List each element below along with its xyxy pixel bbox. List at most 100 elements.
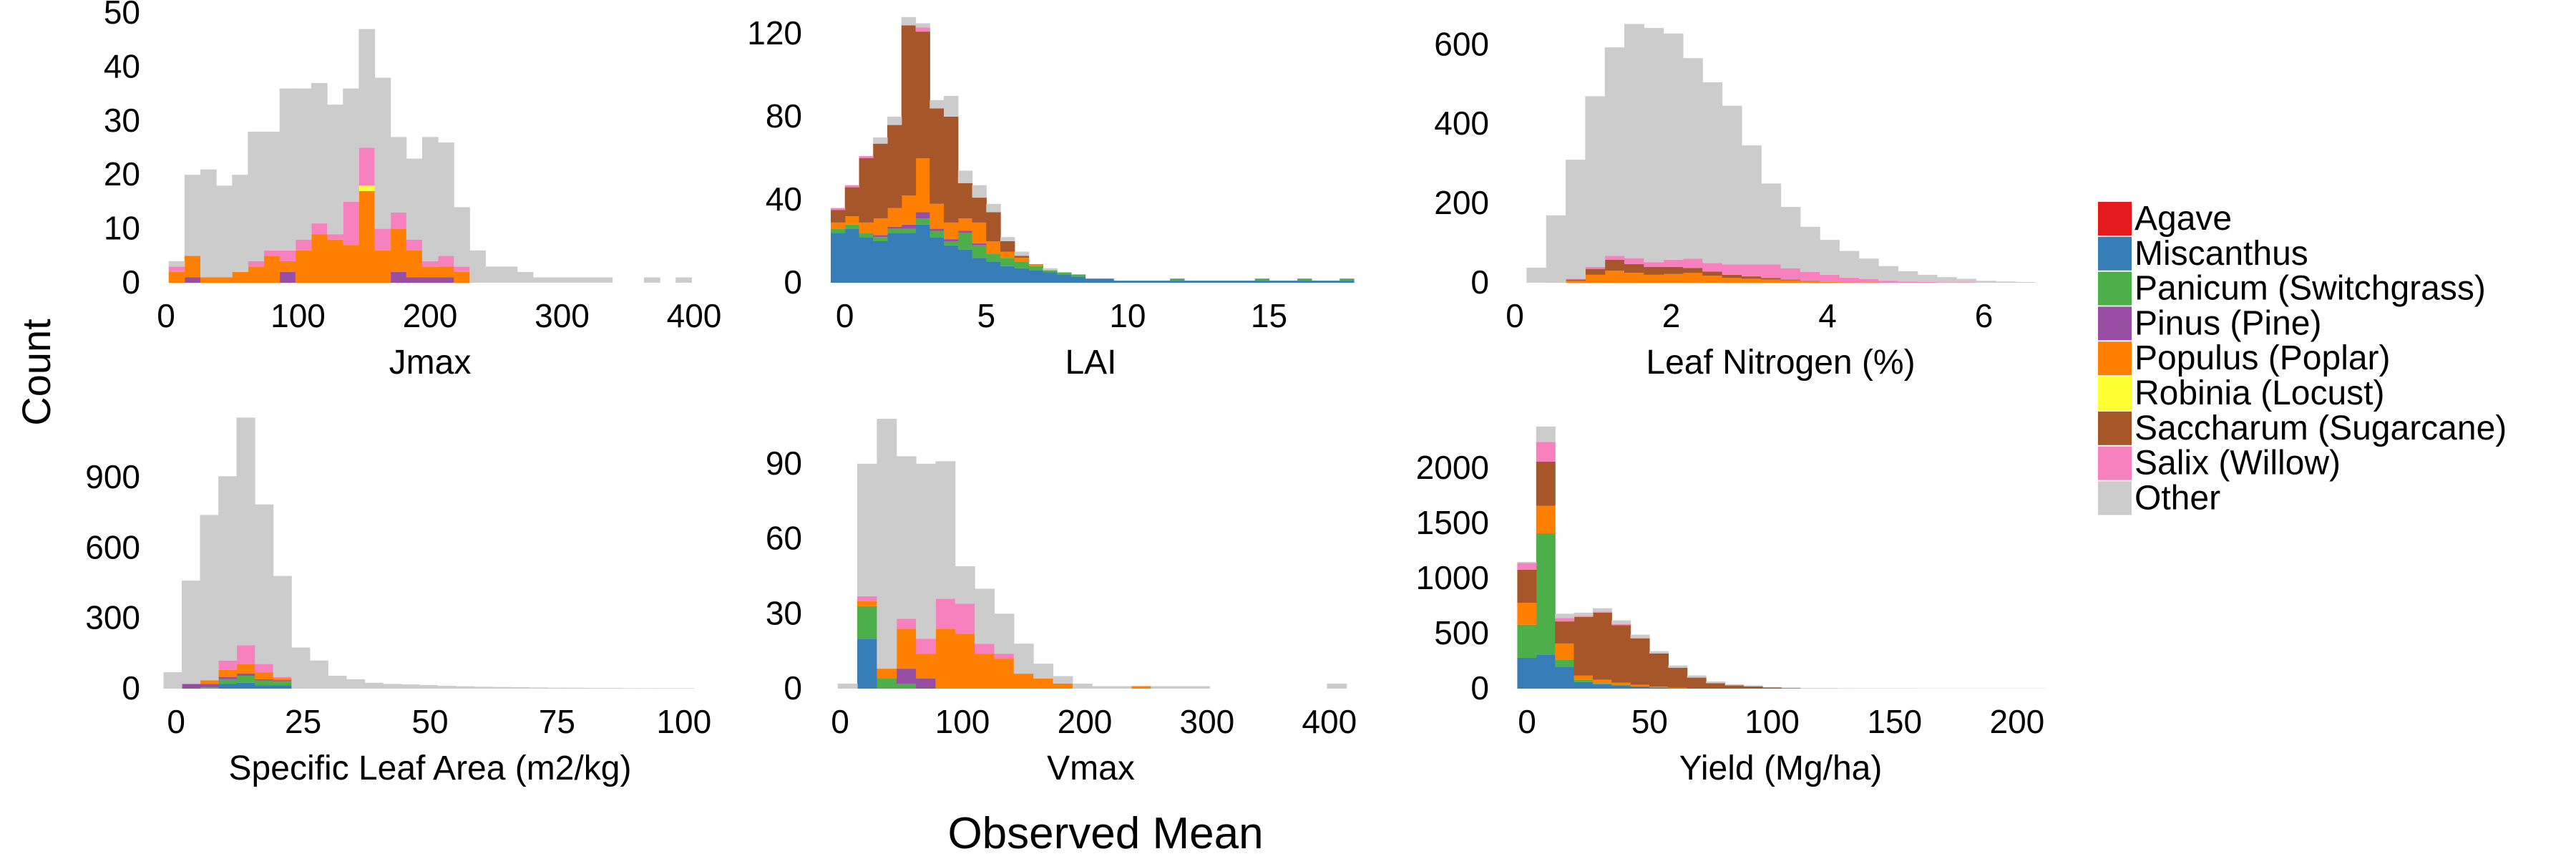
legend-item-other: Other (2098, 479, 2220, 517)
bar-segment (1536, 654, 1556, 689)
bar-segment (1574, 612, 1594, 616)
bar-segment (218, 676, 238, 679)
legend-label: Saccharum (Sugarcane) (2135, 409, 2507, 447)
y-tick-label: 300 (85, 599, 140, 636)
bar-segment (896, 669, 917, 684)
bar-segment (1566, 160, 1586, 279)
bar-segment (1762, 687, 1782, 689)
legend-label: Salix (Willow) (2135, 445, 2341, 482)
bar-segment (1722, 274, 1742, 278)
bar-segment (1592, 612, 1612, 680)
bar-segment (844, 185, 860, 188)
bar-segment (255, 685, 274, 689)
bar-segment (1574, 681, 1594, 689)
y-tick-label: 2000 (1416, 449, 1489, 486)
bar-segment (295, 250, 312, 283)
bar-segment (930, 108, 945, 204)
bar-segment (930, 203, 945, 229)
panel-xlabel: Yield (Mg/ha) (1679, 749, 1883, 787)
bar-segment (972, 243, 987, 246)
bar-segment (975, 588, 995, 644)
bar-segment (1624, 273, 1644, 283)
bar-segment (596, 277, 613, 283)
bar-segment (469, 250, 486, 283)
bar-segment (887, 208, 902, 227)
bar-segment (547, 687, 566, 689)
y-tick-label: 40 (766, 180, 802, 218)
bar-segment (1340, 281, 1355, 283)
bar-segment (584, 688, 603, 689)
panel-vmax: 0 30 60 90 0 100 200 300 400 Vmax (766, 419, 1357, 787)
bar-segment (255, 680, 274, 686)
x-tick-label: 10 (1109, 297, 1146, 334)
bar-segment (1226, 281, 1241, 283)
y-tick-label: 60 (766, 520, 802, 557)
bar-segment (295, 88, 312, 240)
bar-segment (1630, 639, 1650, 685)
bar-segment (1644, 28, 1664, 263)
bar-segment (485, 266, 502, 283)
bar-segment (1555, 621, 1575, 644)
legend-label: Other (2135, 479, 2220, 517)
bar-segment (1741, 145, 1762, 265)
bar-segment (831, 228, 846, 233)
bar-segment (1706, 681, 1726, 684)
bar-segment (200, 515, 219, 681)
bar-segment (1592, 684, 1612, 689)
bar-segment (986, 212, 1001, 241)
bar-segment (421, 277, 439, 283)
series-pinus-pine (182, 673, 292, 689)
bar-segment (1663, 266, 1684, 274)
bar-segment (1611, 685, 1631, 689)
y-tick-label: 0 (784, 669, 802, 707)
series-saccharum-sugarcane (831, 25, 1030, 258)
bar-segment (1743, 685, 1763, 686)
bar-segment (374, 77, 391, 229)
bar-segment (1800, 281, 1820, 283)
bar-segment (346, 679, 365, 689)
bar-segment (994, 654, 1015, 659)
bar-segment (343, 201, 359, 246)
bar-segment (1839, 282, 1860, 283)
bar-segment (986, 203, 1001, 213)
x-tick-label: 6 (1975, 297, 1994, 334)
series-miscanthus (857, 639, 877, 689)
legend-swatch (2098, 271, 2132, 306)
bar-segment (1000, 258, 1015, 266)
bar-segment (358, 29, 376, 148)
bar-segment (935, 461, 956, 599)
x-tick-label: 15 (1251, 297, 1287, 334)
bar-segment (1858, 258, 1879, 279)
bar-segment (1592, 679, 1612, 684)
bar-segment (236, 417, 255, 646)
bar-segment (279, 88, 296, 251)
bar-segment (1555, 618, 1575, 622)
y-tick-label: 20 (104, 155, 140, 193)
bar-segment (901, 228, 917, 233)
bar-segment (877, 419, 897, 669)
bar-segment (580, 277, 597, 283)
bar-segment (831, 210, 846, 223)
bar-segment (565, 687, 585, 689)
bar-segment (859, 158, 874, 223)
bar-segment (1644, 262, 1664, 267)
bar-segment (1644, 266, 1664, 275)
bar-segment (844, 187, 860, 217)
bar-segment (887, 125, 902, 208)
bar-segment (873, 237, 888, 241)
bar-segment (263, 131, 280, 251)
legend-swatch (2098, 341, 2132, 376)
legend-label: Agave (2135, 200, 2232, 238)
bar-segment (1624, 258, 1644, 264)
bar-segment (1761, 278, 1782, 280)
bar-segment (1526, 267, 1547, 283)
bar-segment (309, 660, 328, 689)
bar-segment (1687, 675, 1707, 678)
series-other (873, 16, 1058, 271)
bar-segment (406, 277, 423, 283)
legend-label: Miscanthus (2135, 235, 2308, 273)
series-salix-willow (831, 27, 930, 210)
bar-segment (1741, 278, 1762, 283)
bar-segment (957, 230, 973, 233)
